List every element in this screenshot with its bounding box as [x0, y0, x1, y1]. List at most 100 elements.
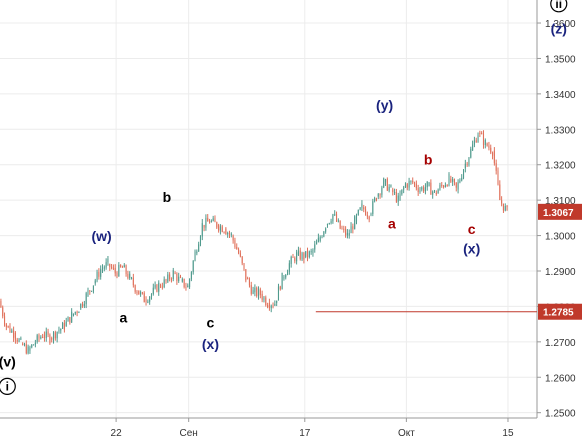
candle-body — [65, 321, 67, 326]
candle-body — [366, 215, 368, 217]
candle-body — [370, 213, 372, 215]
candle-body — [335, 214, 338, 222]
candle-body — [441, 184, 443, 186]
candle-body — [388, 186, 390, 191]
candle-body — [265, 297, 267, 305]
candle-body — [328, 223, 330, 225]
candle-body — [236, 247, 238, 250]
candle-body — [111, 266, 113, 268]
candle-body — [230, 233, 232, 235]
candle-body — [40, 337, 42, 339]
candle-body — [210, 220, 212, 222]
candle-body — [199, 236, 202, 245]
candle-body — [257, 289, 260, 297]
candle-body — [406, 184, 408, 188]
candle-body — [143, 292, 145, 303]
candle-body — [2, 307, 4, 317]
candle-body — [424, 187, 426, 192]
candle-body — [170, 278, 172, 280]
candle-body — [348, 233, 350, 236]
candle-body — [185, 286, 187, 288]
candle-body — [263, 297, 265, 300]
candle-body — [283, 277, 285, 279]
candle-body — [497, 170, 499, 185]
candle-body — [120, 264, 122, 267]
candle-body — [325, 228, 327, 232]
candle-body — [11, 330, 13, 333]
candle-body — [256, 287, 258, 297]
candle-body — [183, 278, 185, 287]
candle-body — [167, 274, 169, 282]
candle-body — [361, 203, 363, 208]
candle-body — [346, 232, 348, 236]
candle-body — [36, 335, 38, 342]
wave-label: i — [6, 379, 9, 393]
candle-body — [13, 330, 15, 338]
wave-label: (x) — [463, 240, 480, 256]
candle-body — [212, 218, 214, 221]
wave-label-circle — [0, 377, 16, 395]
candle-body — [228, 232, 231, 235]
candle-body — [426, 181, 428, 188]
candle-body — [383, 178, 385, 188]
wave-label: (z) — [551, 21, 567, 37]
candle-body — [459, 180, 461, 183]
candle-body — [473, 140, 475, 145]
candle-body — [172, 270, 174, 279]
y-tick-label: 1.3100 — [545, 196, 576, 207]
candle-body — [27, 346, 29, 354]
wave-label: (w) — [91, 228, 111, 244]
candle-body — [219, 226, 221, 231]
y-tick-label: 1.3200 — [545, 161, 576, 172]
y-tick-label: 1.2500 — [545, 409, 576, 420]
candle-body — [268, 302, 270, 309]
candle-body — [154, 284, 156, 288]
candle-body — [421, 187, 423, 190]
candle-body — [419, 190, 421, 193]
candle-body — [158, 282, 160, 292]
candle-body — [223, 231, 225, 233]
candle-body — [321, 236, 323, 238]
candle-body — [218, 224, 220, 231]
candle-body — [190, 272, 192, 279]
candle-body — [417, 188, 419, 193]
candle-body — [196, 251, 198, 254]
candle-body — [31, 344, 33, 348]
candle-body — [169, 274, 171, 279]
candle-body — [74, 311, 76, 314]
candle-body — [312, 249, 314, 254]
candle-body — [413, 182, 416, 184]
candle-body — [299, 250, 301, 260]
wave-label: a — [119, 309, 127, 325]
y-tick-label: 1.3000 — [545, 232, 576, 243]
candle-body — [462, 169, 465, 178]
candle-body — [22, 343, 24, 345]
candle-body — [181, 278, 183, 282]
candle-body — [461, 177, 463, 181]
candle-body — [194, 251, 196, 261]
candle-body — [58, 330, 60, 332]
candle-body — [161, 286, 163, 288]
candle-body — [34, 342, 36, 345]
candle-body — [16, 339, 18, 342]
candle-body — [92, 285, 94, 291]
last-price-tag — [538, 203, 582, 220]
y-tick-label: 1.3500 — [545, 54, 576, 65]
candle-body — [51, 338, 53, 340]
level-price-label: 1.2785 — [543, 308, 574, 319]
candle-body — [337, 220, 339, 222]
candle-body — [72, 313, 75, 316]
candle-body — [241, 256, 243, 264]
candle-body — [234, 240, 236, 248]
candle-body — [334, 214, 336, 216]
candle-body — [239, 253, 241, 257]
candle-body — [250, 285, 252, 294]
candle-body — [285, 275, 287, 278]
candle-body — [504, 206, 506, 211]
candle-body — [297, 250, 299, 256]
candle-body — [207, 217, 209, 222]
candle-body — [350, 226, 352, 234]
candle-body — [357, 209, 359, 215]
candle-body — [7, 325, 9, 327]
